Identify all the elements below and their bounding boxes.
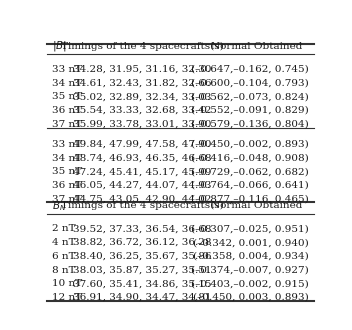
Text: 35.99, 33.78, 33.01, 33.90: 35.99, 33.78, 33.01, 33.90	[73, 120, 212, 129]
Text: 10 nT: 10 nT	[52, 279, 82, 288]
Text: 38.40, 36.25, 35.67, 35.86: 38.40, 36.25, 35.67, 35.86	[73, 252, 212, 261]
Text: Normal Obtained: Normal Obtained	[211, 201, 302, 210]
Text: (–0.342, 0.001, 0.940): (–0.342, 0.001, 0.940)	[193, 238, 309, 247]
Text: 37 nT: 37 nT	[52, 120, 82, 129]
Text: (–0.877,–0.116, 0.465): (–0.877,–0.116, 0.465)	[191, 195, 309, 204]
Text: $B_N$: $B_N$	[52, 199, 67, 213]
Text: (–0.450,–0.002, 0.893): (–0.450,–0.002, 0.893)	[191, 140, 309, 149]
Text: 36.91, 34.90, 34.47, 34.81: 36.91, 34.90, 34.47, 34.81	[73, 293, 212, 302]
Text: 46.05, 44.27, 44.07, 44.93: 46.05, 44.27, 44.07, 44.93	[73, 181, 212, 190]
Text: 44.75, 43.05, 42.90, 44.02: 44.75, 43.05, 42.90, 44.02	[73, 195, 212, 204]
Text: 2 nT: 2 nT	[52, 224, 76, 233]
Text: (–0.764,–0.066, 0.641): (–0.764,–0.066, 0.641)	[191, 181, 309, 190]
Text: (–0.374,–0.007, 0.927): (–0.374,–0.007, 0.927)	[191, 266, 309, 275]
Text: 37.60, 35.41, 34.86, 35.15: 37.60, 35.41, 34.86, 35.15	[73, 279, 212, 288]
Text: Normal Obtained: Normal Obtained	[211, 42, 302, 51]
Text: 35 nT: 35 nT	[52, 167, 82, 176]
Text: (–0.562,–0.073, 0.824): (–0.562,–0.073, 0.824)	[191, 92, 309, 101]
Text: (–0.450, 0.003, 0.893): (–0.450, 0.003, 0.893)	[193, 293, 309, 302]
Text: 6 nT: 6 nT	[52, 252, 76, 261]
Text: 48.74, 46.93, 46.35, 46.68: 48.74, 46.93, 46.35, 46.68	[73, 153, 212, 162]
Text: 49.84, 47.99, 47.58, 47.90: 49.84, 47.99, 47.58, 47.90	[73, 140, 212, 149]
Text: (–0.600,–0.104, 0.793): (–0.600,–0.104, 0.793)	[191, 79, 309, 87]
Text: (–0.647,–0.162, 0.745): (–0.647,–0.162, 0.745)	[191, 65, 309, 74]
Text: 33 nT: 33 nT	[52, 140, 82, 149]
Text: 34 nT: 34 nT	[52, 79, 82, 87]
Text: 39.52, 37.33, 36.54, 36.68: 39.52, 37.33, 36.54, 36.68	[73, 224, 212, 233]
Text: 12 nT: 12 nT	[52, 293, 82, 302]
Text: 4 nT: 4 nT	[52, 238, 76, 247]
Text: 35.54, 33.33, 32.68, 33.42: 35.54, 33.33, 32.68, 33.42	[73, 106, 212, 115]
Text: 36 nT: 36 nT	[52, 106, 82, 115]
Text: 35 nT: 35 nT	[52, 92, 82, 101]
Text: (–0.729,–0.062, 0.682): (–0.729,–0.062, 0.682)	[191, 167, 309, 176]
Text: (–0.403,–0.002, 0.915): (–0.403,–0.002, 0.915)	[191, 279, 309, 288]
Text: (–0.307,–0.025, 0.951): (–0.307,–0.025, 0.951)	[191, 224, 309, 233]
Text: 34 nT: 34 nT	[52, 153, 82, 162]
Text: Timings of the 4 spacecrafts(s): Timings of the 4 spacecrafts(s)	[61, 42, 224, 51]
Text: Timings of the 4 spacecrafts(s): Timings of the 4 spacecrafts(s)	[61, 201, 224, 210]
Text: 33 nT: 33 nT	[52, 65, 82, 74]
Text: 34.61, 32.43, 31.82, 32.66: 34.61, 32.43, 31.82, 32.66	[73, 79, 212, 87]
Text: $|B|$: $|B|$	[52, 39, 67, 53]
Text: (–0.552,–0.091, 0.829): (–0.552,–0.091, 0.829)	[191, 106, 309, 115]
Text: 38.82, 36.72, 36.12, 36.28: 38.82, 36.72, 36.12, 36.28	[73, 238, 212, 247]
Text: 8 nT: 8 nT	[52, 266, 76, 275]
Text: 36 nT: 36 nT	[52, 181, 82, 190]
Text: 47.24, 45.41, 45.17, 45.99: 47.24, 45.41, 45.17, 45.99	[73, 167, 212, 176]
Text: (–0.579,–0.136, 0.804): (–0.579,–0.136, 0.804)	[191, 120, 309, 129]
Text: 34.28, 31.95, 31.16, 32.30: 34.28, 31.95, 31.16, 32.30	[73, 65, 212, 74]
Text: 37 nT: 37 nT	[52, 195, 82, 204]
Text: (–0.416,–0.048, 0.908): (–0.416,–0.048, 0.908)	[191, 153, 309, 162]
Text: (–0.358, 0.004, 0.934): (–0.358, 0.004, 0.934)	[193, 252, 309, 261]
Text: 38.03, 35.87, 35.27, 35.51: 38.03, 35.87, 35.27, 35.51	[73, 266, 212, 275]
Text: 35.02, 32.89, 32.34, 33.03: 35.02, 32.89, 32.34, 33.03	[73, 92, 212, 101]
